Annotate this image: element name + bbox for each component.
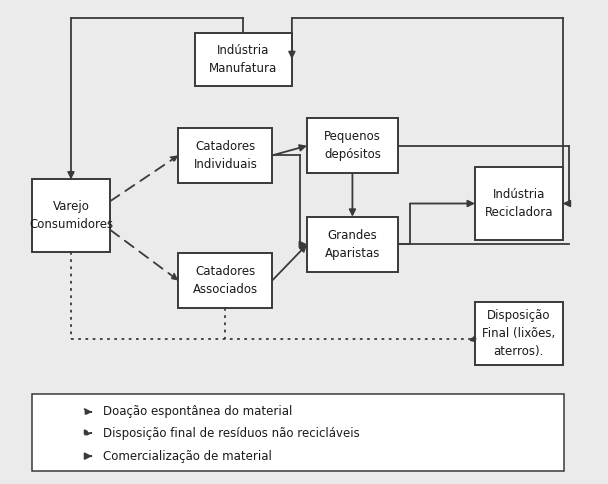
Text: Catadores
Associados: Catadores Associados (193, 265, 258, 296)
FancyBboxPatch shape (307, 217, 398, 272)
FancyBboxPatch shape (475, 167, 563, 240)
FancyBboxPatch shape (195, 32, 292, 86)
Text: Doação espontânea do material: Doação espontânea do material (103, 406, 292, 418)
FancyBboxPatch shape (307, 118, 398, 173)
Text: Catadores
Individuais: Catadores Individuais (193, 140, 257, 171)
FancyBboxPatch shape (178, 128, 272, 183)
Text: Indústria
Recicladora: Indústria Recicladora (485, 188, 553, 219)
Text: Grandes
Aparistas: Grandes Aparistas (325, 229, 380, 260)
Text: Disposição final de resíduos não recicláveis: Disposição final de resíduos não reciclá… (103, 426, 360, 439)
Text: Varejo
Consumidores: Varejo Consumidores (29, 200, 113, 231)
FancyBboxPatch shape (475, 302, 563, 365)
Text: Pequenos
depósitos: Pequenos depósitos (324, 130, 381, 161)
FancyBboxPatch shape (32, 180, 110, 252)
Text: Comercialização de material: Comercialização de material (103, 450, 272, 463)
Text: Disposição
Final (lixões,
aterros).: Disposição Final (lixões, aterros). (482, 309, 556, 358)
Text: Indústria
Manufatura: Indústria Manufatura (209, 44, 278, 75)
FancyBboxPatch shape (178, 253, 272, 308)
FancyBboxPatch shape (32, 393, 564, 470)
